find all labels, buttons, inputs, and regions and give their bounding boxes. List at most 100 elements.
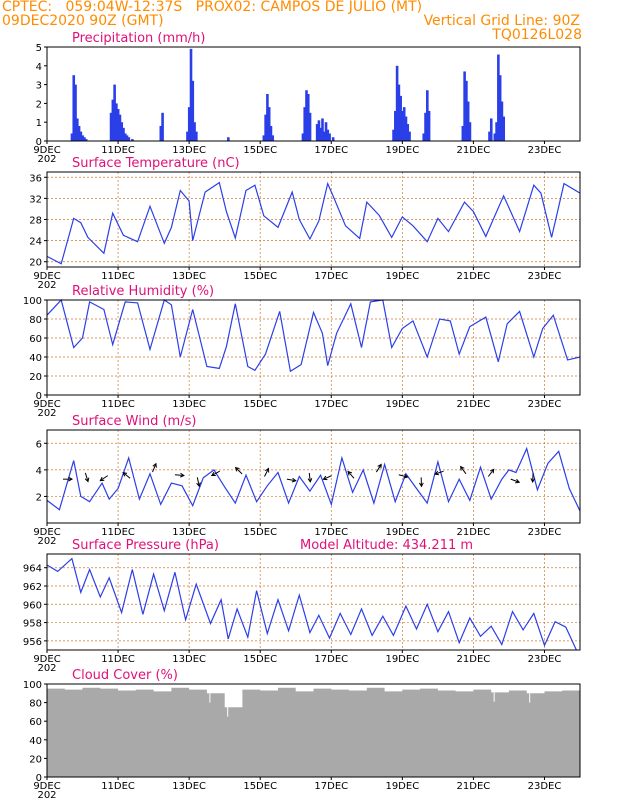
wind-arrow: [264, 468, 269, 477]
wind-arrow-head: [403, 473, 409, 479]
wind-arrow-head: [264, 467, 270, 473]
precip-bar: [161, 112, 164, 141]
cloud-xtick-label: 13DEC: [172, 781, 206, 792]
pres-xtick-label: 19DEC: [385, 654, 419, 665]
rh-ytick-label: 100: [23, 296, 42, 307]
precip-bar: [402, 107, 406, 141]
precip-xtick-label: 15DEC: [243, 145, 277, 156]
wind-ytick-label: 6: [36, 439, 42, 450]
header-grid-line: Vertical Grid Line: 90Z: [423, 13, 580, 29]
pres-year-stub: 202: [37, 663, 56, 674]
precip-bar: [83, 137, 86, 141]
rh-line: [46, 298, 581, 373]
precip-bar: [113, 84, 116, 141]
precip-bar: [328, 133, 331, 141]
rh-xtick-label: 15DEC: [243, 399, 277, 410]
cloud-ytick-label: 60: [29, 717, 42, 728]
precip-bar: [392, 129, 395, 141]
cloud-xtick-label: 19DEC: [385, 781, 419, 792]
wind-arrow: [100, 475, 109, 482]
precip-bar: [466, 101, 470, 141]
rh-ytick-label: 40: [29, 353, 42, 364]
temp-panel: Surface Temperature (nC) 20 24 28 32 36 9DEC 11…: [29, 156, 581, 291]
precip-bar: [426, 90, 429, 141]
precip-bar: [81, 135, 84, 141]
pres-frame: [46, 553, 581, 651]
precip-bar: [131, 139, 134, 141]
precip-bar: [394, 110, 397, 141]
wind-arrow: [460, 466, 467, 475]
precip-xtick-label: 23DEC: [528, 145, 562, 156]
temp-xtick-label: 23DEC: [528, 271, 562, 282]
rh-xtick-label: 21DEC: [457, 399, 491, 410]
precip-bar: [331, 137, 335, 141]
temp-xtick-label: 21DEC: [457, 271, 491, 282]
wind-arrow: [510, 478, 520, 483]
precip-ytick-label: 0: [36, 137, 42, 148]
cloud-ytick-label: 0: [36, 773, 42, 784]
precip-bar: [84, 139, 88, 141]
wind-xtick-label: 13DEC: [172, 527, 206, 538]
precip-bar: [397, 84, 401, 141]
precip-xtick-label: 17DEC: [314, 145, 348, 156]
precip-bar: [191, 80, 195, 141]
pres-panel: Surface Pressure (hPa) Model Altitude: 43…: [23, 538, 581, 674]
pres-xtick-label: 15DEC: [243, 654, 277, 665]
wind-arrow-head: [180, 472, 185, 478]
cloud-year-stub: 202: [37, 790, 56, 800]
wind-arrow-head: [515, 478, 521, 484]
precip-bar: [116, 109, 120, 141]
cloud-frame: [46, 683, 581, 778]
precip-bar: [497, 54, 500, 141]
wind-arrow-head: [122, 471, 128, 477]
wind-line: [46, 446, 581, 512]
temp-xtick-label: 11DEC: [101, 271, 135, 282]
precip-bar: [115, 103, 118, 141]
wind-arrow-head: [347, 470, 353, 476]
precip-bar: [266, 94, 269, 141]
pres-line: [46, 557, 577, 651]
pres-ytick-label: 956: [23, 637, 42, 648]
rh-frame: [46, 299, 581, 396]
rh-ytick-label: 80: [29, 315, 42, 326]
cloud-cover-area: [47, 687, 580, 777]
wind-arrow: [487, 469, 495, 477]
cloud-panel: Cloud Cover (%) 0 20 40 60 80 100 9DEC 11DEC 13DE…: [23, 668, 581, 800]
rh-title: Relative Humidity (%): [72, 284, 214, 299]
precip-bar: [187, 107, 191, 141]
precip-bar: [321, 118, 324, 141]
pres-ytick-label: 958: [23, 619, 42, 630]
temp-ytick-label: 32: [29, 194, 42, 205]
wind-arrows: [62, 462, 536, 488]
wind-arrow-head: [84, 477, 90, 483]
wind-arrow-head: [489, 468, 495, 474]
wind-arrow-head: [68, 476, 74, 482]
precip-bar: [465, 80, 468, 141]
wind-ytick-label: 4: [36, 466, 42, 477]
precip-bar: [227, 137, 230, 141]
rh-ytick-label: 20: [29, 372, 42, 383]
wind-xtick-label: 23DEC: [528, 527, 562, 538]
precip-bar: [498, 75, 502, 141]
pres-xtick-label: 9DEC: [33, 654, 60, 665]
temp-ytick-label: 20: [29, 258, 42, 269]
temp-year-stub: 202: [37, 280, 56, 291]
precip-bar: [422, 133, 426, 141]
pres-ytick-label: 962: [23, 582, 42, 593]
precip-bar: [271, 135, 275, 141]
wind-arrow: [308, 472, 311, 482]
precip-bar: [195, 131, 198, 141]
wind-arrow-head: [196, 482, 201, 488]
precip-bar: [424, 112, 427, 141]
wind-arrow: [174, 474, 184, 477]
rh-xtick-label: 23DEC: [528, 399, 562, 410]
precip-bar: [489, 118, 493, 141]
precip-bar: [427, 110, 431, 141]
rh-year-stub: 202: [37, 408, 56, 419]
temp-xtick-label: 17DEC: [314, 271, 348, 282]
precip-bar: [322, 131, 326, 141]
precip-bar: [493, 133, 497, 141]
precip-bar: [319, 127, 323, 141]
precip-bar: [326, 129, 330, 141]
